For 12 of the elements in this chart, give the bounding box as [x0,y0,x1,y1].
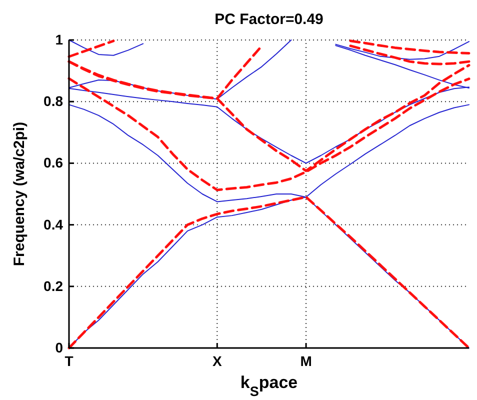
y-tick-label: 0.4 [44,216,64,232]
y-axis-title: Frequency (wa/c2pi) [11,122,28,266]
x-tick-label: T [64,352,74,369]
x-tick-label: M [300,352,312,369]
x-axis-title: k$_{S}$pace [240,373,298,398]
y-tick-label: 0 [55,339,64,356]
y-tick-label: 0.6 [44,154,64,171]
y-tick-label: 0.2 [44,278,64,294]
x-tick-label: X [212,352,222,369]
chart-title: PC Factor=0.49 [214,11,324,28]
y-tick-label: 1 [55,31,64,48]
y-tick-label: 0.8 [44,93,64,110]
